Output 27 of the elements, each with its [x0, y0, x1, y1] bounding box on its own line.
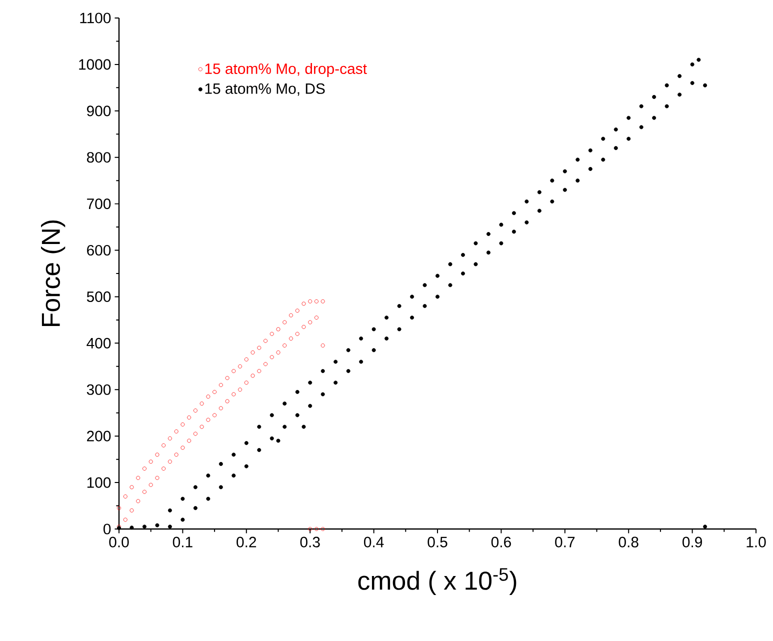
y-tick-label: 300	[86, 384, 111, 395]
legend-label: 15 atom% Mo, DS	[205, 83, 325, 96]
y-tick-label: 500	[86, 291, 111, 302]
x-tick-label: 0.5	[428, 536, 448, 548]
legend-label: 15 atom% Mo, drop-cast	[205, 63, 367, 77]
y-tick-label: 100	[87, 477, 111, 488]
y-tick-label: 200	[87, 430, 111, 442]
y-tick-label: 800	[86, 152, 111, 163]
x-tick-label: 0.9	[682, 536, 702, 548]
y-tick-label: 700	[87, 198, 111, 210]
x-tick-label: 0.6	[491, 536, 511, 548]
y-tick-label: 1100	[80, 12, 111, 24]
x-tick-label: 0.1	[172, 536, 192, 548]
x-tick-label: 0.3	[300, 536, 320, 548]
x-axis-title: cmod ( x 10$^{-5}$)	[358, 568, 516, 596]
y-tick-label: 0	[103, 524, 111, 534]
x-tick-label: 0.8	[618, 536, 638, 548]
x-tick-label: 0.0	[109, 536, 129, 548]
y-tick-label: 900	[87, 106, 111, 116]
y-tick-label: 600	[87, 244, 111, 256]
x-tick-label: 0.4	[364, 536, 384, 548]
y-tick-label: 400	[86, 338, 111, 348]
x-tick-label: 0.7	[555, 536, 575, 548]
x-tick-label: 1.0	[746, 536, 766, 548]
x-tick-label: 0.2	[236, 536, 256, 548]
y-axis-title: Force (N)	[41, 220, 66, 326]
y-tick-label: 1000	[79, 59, 111, 70]
